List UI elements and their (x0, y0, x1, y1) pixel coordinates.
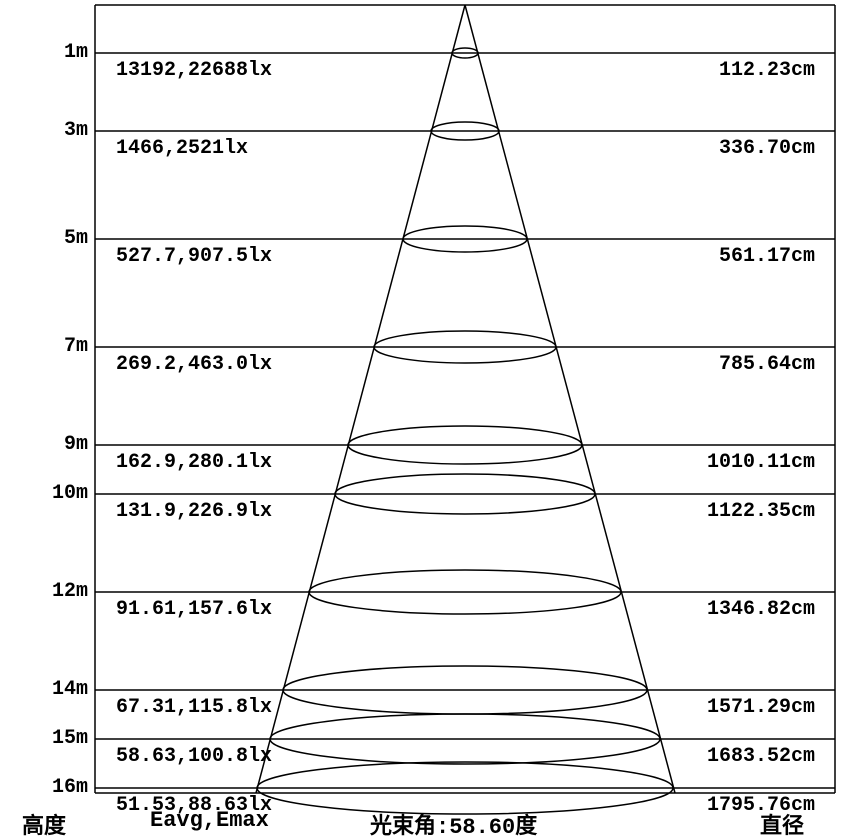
height-label: 1m (28, 41, 88, 64)
lux-label: 67.31,115.8lx (116, 696, 272, 719)
diameter-label: 336.70cm (685, 137, 815, 160)
height-label: 5m (28, 227, 88, 250)
diameter-label: 1571.29cm (685, 696, 815, 719)
height-label: 14m (28, 678, 88, 701)
lux-label: 162.9,280.1lx (116, 451, 272, 474)
diameter-label: 1122.35cm (685, 500, 815, 523)
beam-diagram-container: 1m 13192,22688lx 112.23cm 3m 1466,2521lx 336.… (0, 0, 868, 839)
height-label: 10m (28, 482, 88, 505)
diameter-label: 785.64cm (685, 353, 815, 376)
diameter-label: 1346.82cm (685, 598, 815, 621)
diameter-label: 112.23cm (685, 59, 815, 82)
height-label: 7m (28, 335, 88, 358)
diameter-label: 1010.11cm (685, 451, 815, 474)
diameter-label: 561.17cm (685, 245, 815, 268)
lux-label: 13192,22688lx (116, 59, 272, 82)
lux-label: 1466,2521lx (116, 137, 248, 160)
lux-label: 269.2,463.0lx (116, 353, 272, 376)
height-label: 16m (28, 776, 88, 799)
height-label: 12m (28, 580, 88, 603)
lux-label: 58.63,100.8lx (116, 745, 272, 768)
height-label: 15m (28, 727, 88, 750)
footer-beam-angle-label: 光束角:58.60度 (370, 808, 537, 840)
footer-height-label: 高度 (22, 808, 66, 840)
lux-label: 91.61,157.6lx (116, 598, 272, 621)
diameter-label: 1683.52cm (685, 745, 815, 768)
height-label: 3m (28, 119, 88, 142)
lux-label: 527.7,907.5lx (116, 245, 272, 268)
height-label: 9m (28, 433, 88, 456)
lux-label: 131.9,226.9lx (116, 500, 272, 523)
footer-lux-label: Eavg,Emax (150, 808, 269, 833)
footer-diameter-label: 直径 (760, 808, 804, 840)
